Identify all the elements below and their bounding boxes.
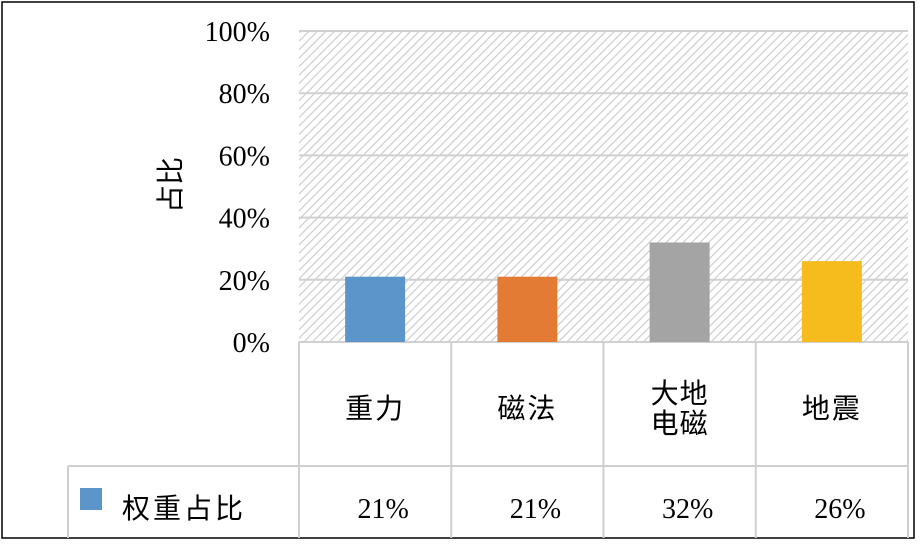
category-label: 磁法 xyxy=(497,393,557,425)
bar xyxy=(649,242,710,342)
data-label: 21% xyxy=(357,494,408,525)
category-label: 地震 xyxy=(802,393,862,425)
y-tick-label: 100% xyxy=(205,17,270,48)
bar xyxy=(497,276,558,342)
y-axis-label: 占比 xyxy=(155,157,187,213)
y-tick-labels: 0% 20% 40% 60% 80% 100% xyxy=(205,17,270,359)
data-labels: 21% 21% 32% 26% xyxy=(357,494,865,525)
y-tick-label: 40% xyxy=(219,204,270,235)
bar xyxy=(801,261,862,342)
y-tick-label: 60% xyxy=(219,141,270,172)
bars xyxy=(345,242,862,342)
bar xyxy=(345,276,406,342)
data-label: 26% xyxy=(814,494,865,525)
category-label: 重力 xyxy=(345,393,405,425)
legend: 权重占比 xyxy=(80,488,246,525)
category-label: 电磁 xyxy=(651,408,709,440)
data-label: 32% xyxy=(662,494,713,525)
category-label: 大地 xyxy=(651,378,709,410)
y-tick-label: 20% xyxy=(219,266,270,297)
y-tick-label: 80% xyxy=(219,79,270,110)
legend-swatch xyxy=(80,488,102,510)
data-label: 21% xyxy=(510,494,561,525)
data-table xyxy=(67,342,909,538)
y-tick-label: 0% xyxy=(233,328,270,359)
legend-series-name: 权重占比 xyxy=(122,493,246,525)
